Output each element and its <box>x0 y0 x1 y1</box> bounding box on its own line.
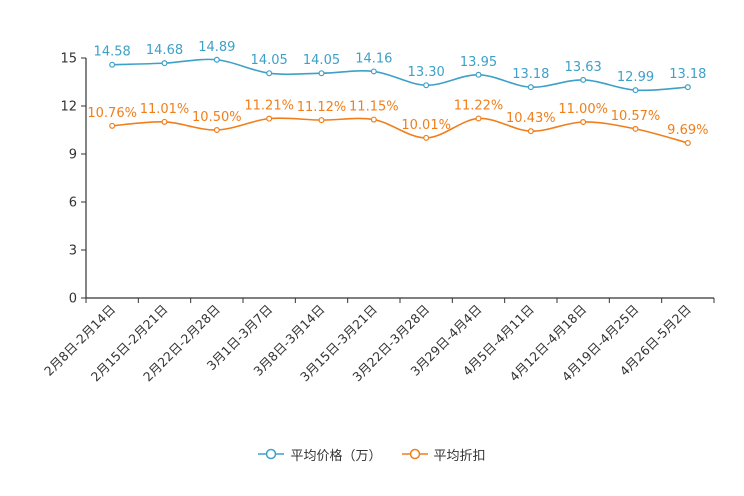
data-point[interactable] <box>266 115 273 122</box>
legend-marker-icon <box>258 448 285 460</box>
data-label: 11.12% <box>297 100 347 115</box>
legend-item-avg-discount[interactable]: 平均折扣 <box>401 445 486 464</box>
data-point[interactable] <box>632 87 639 94</box>
data-label: 13.63 <box>565 60 602 75</box>
data-point[interactable] <box>632 125 639 132</box>
data-point[interactable] <box>318 117 325 124</box>
series-avg-price: 14.58 14.68 14.89 14.05 14.05 14.16 13.30 13.95… <box>94 40 706 94</box>
data-point[interactable] <box>213 56 220 63</box>
data-point[interactable] <box>318 70 325 77</box>
series-line-avg-price <box>112 58 688 92</box>
data-point[interactable] <box>475 115 482 122</box>
data-point[interactable] <box>580 76 587 83</box>
data-point[interactable] <box>423 82 430 89</box>
y-tick-label: 12 <box>60 100 77 115</box>
data-label: 9.69% <box>667 123 708 138</box>
data-label: 13.95 <box>460 55 497 70</box>
y-tick-label: 9 <box>69 148 77 163</box>
data-point[interactable] <box>161 60 168 67</box>
data-label: 14.05 <box>251 53 288 68</box>
y-tick-label: 6 <box>69 196 77 211</box>
data-point[interactable] <box>527 84 534 91</box>
y-axis-ticks: 0 3 6 9 12 15 <box>60 52 86 307</box>
data-label: 14.16 <box>355 51 392 66</box>
data-label: 11.00% <box>558 102 608 117</box>
data-label: 11.01% <box>140 102 190 117</box>
data-label: 13.18 <box>512 67 549 82</box>
legend: 平均价格（万） 平均折扣 <box>0 442 744 466</box>
data-point[interactable] <box>370 68 377 75</box>
data-point[interactable] <box>266 70 273 77</box>
legend-marker-icon <box>401 448 428 460</box>
data-point[interactable] <box>370 116 377 123</box>
data-point[interactable] <box>527 128 534 135</box>
legend-item-avg-price[interactable]: 平均价格（万） <box>258 445 382 464</box>
legend-label-avg-price: 平均价格（万） <box>290 448 382 464</box>
data-point[interactable] <box>109 122 116 129</box>
data-point[interactable] <box>423 134 430 141</box>
y-tick-label: 15 <box>60 52 77 67</box>
data-point[interactable] <box>161 118 168 125</box>
data-label: 14.68 <box>146 43 183 58</box>
series-group: 14.58 14.68 14.89 14.05 14.05 14.16 13.30 13.95… <box>87 40 708 146</box>
data-label: 12.99 <box>617 70 654 85</box>
data-label: 14.58 <box>94 45 131 60</box>
data-label: 10.43% <box>506 111 556 126</box>
data-point[interactable] <box>475 71 482 78</box>
data-point[interactable] <box>109 61 116 68</box>
series-avg-discount: 10.76% 11.01%10.50%11.21% 11.12% 11.15%10.0… <box>87 98 708 146</box>
data-label: 11.22% <box>454 98 504 113</box>
data-label: 13.18 <box>669 67 706 82</box>
data-point[interactable] <box>684 84 691 91</box>
data-label: 10.50% <box>192 110 242 125</box>
data-label: 11.15% <box>349 100 399 115</box>
legend-label-avg-discount: 平均折扣 <box>433 448 486 464</box>
data-label: 10.76% <box>87 106 137 121</box>
data-label: 13.30 <box>408 65 445 80</box>
data-point[interactable] <box>580 118 587 125</box>
y-tick-label: 0 <box>69 292 77 307</box>
data-label: 14.89 <box>198 40 235 55</box>
data-point[interactable] <box>213 126 220 133</box>
data-label: 14.05 <box>303 53 340 68</box>
data-label: 11.21% <box>244 99 294 114</box>
data-label: 10.01% <box>401 118 451 133</box>
series-line-avg-discount <box>112 117 689 144</box>
y-tick-label: 3 <box>69 244 77 259</box>
data-label: 10.57% <box>611 109 661 124</box>
data-point[interactable] <box>684 139 691 146</box>
x-axis-labels: 2月8日-2月14日2月15日-2月21日2月22日-2月28日3月1日-3月7… <box>41 298 715 384</box>
